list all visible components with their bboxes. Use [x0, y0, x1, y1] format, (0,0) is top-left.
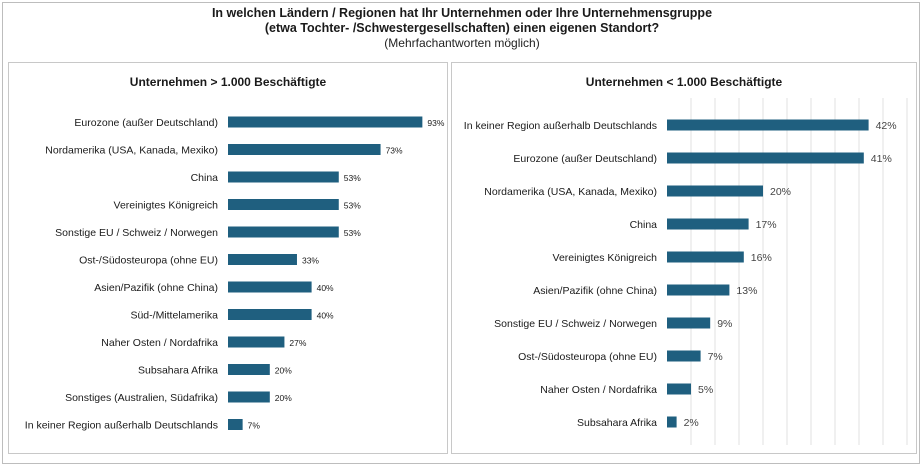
category-label: China: [630, 219, 658, 231]
bar: [228, 419, 243, 430]
value-label: 41%: [871, 153, 892, 165]
value-label: 93%: [427, 118, 444, 128]
value-label: 2%: [684, 417, 699, 429]
value-label: 7%: [248, 421, 261, 431]
bar: [228, 309, 312, 320]
category-label: Asien/Pazifik (ohne China): [533, 285, 657, 297]
panel-title-large-companies: Unternehmen > 1.000 Beschäftigte: [129, 75, 327, 89]
bar: [667, 251, 744, 263]
value-label: 17%: [756, 219, 777, 231]
value-label: 20%: [275, 366, 292, 376]
value-label: 33%: [302, 256, 319, 266]
category-label: Subsahara Afrika: [138, 365, 218, 377]
category-label: Sonstige EU / Schweiz / Norwegen: [494, 318, 657, 330]
value-label: 40%: [317, 311, 334, 321]
category-label: Vereinigtes Königreich: [553, 252, 658, 264]
chart-header: In welchen Ländern / Regionen hat Ihr Un…: [0, 6, 924, 51]
category-label: In keiner Region außerhalb Deutschlands: [25, 420, 218, 432]
value-label: 40%: [317, 283, 334, 293]
category-label: Ost-/Südosteuropa (ohne EU): [79, 255, 218, 267]
bar: [228, 281, 312, 293]
bar: [667, 383, 691, 395]
value-label: 27%: [289, 338, 306, 348]
category-label: Subsahara Afrika: [577, 417, 657, 429]
category-label: Sonstiges (Australien, Südafrika): [65, 392, 218, 404]
panel-small-companies: Unternehmen < 1.000 Beschäftigte In kein…: [451, 62, 917, 454]
value-label: 42%: [876, 120, 897, 132]
chart-title-line-2: (etwa Tochter- /Schwestergesellschaften)…: [264, 21, 660, 35]
value-label: 73%: [386, 146, 403, 156]
category-label: Naher Osten / Nordafrika: [101, 337, 218, 349]
bar: [667, 350, 701, 362]
value-label: 53%: [344, 173, 361, 183]
category-label: Süd-/Mittelamerika: [130, 310, 218, 322]
category-label: Vereinigtes Königreich: [114, 200, 219, 212]
value-label: 53%: [344, 228, 361, 238]
category-label: Nordamerika (USA, Kanada, Mexiko): [45, 145, 218, 157]
bar: [228, 116, 423, 128]
value-label: 16%: [751, 252, 772, 264]
category-label: China: [191, 172, 219, 184]
bar: [228, 391, 270, 403]
value-label: 5%: [698, 384, 713, 396]
chart-subtitle: (Mehrfachantworten möglich): [384, 36, 540, 50]
value-label: 20%: [275, 393, 292, 403]
bar-chart-small-companies: In keiner Region außerhalb Deutschlands 4…: [464, 98, 908, 445]
category-label: Asien/Pazifik (ohne China): [94, 282, 218, 294]
category-label: In keiner Region außerhalb Deutschlands: [464, 120, 657, 132]
bar: [228, 171, 339, 183]
bar: [228, 199, 339, 210]
category-label: Ost-/Südosteuropa (ohne EU): [518, 351, 657, 363]
panel-large-companies: Unternehmen > 1.000 Beschäftigte Eurozon…: [8, 62, 448, 454]
bar: [667, 218, 749, 230]
value-label: 13%: [736, 285, 757, 297]
bar: [667, 284, 730, 296]
bar: [228, 364, 270, 375]
bar: [228, 144, 381, 155]
value-label: 7%: [708, 351, 723, 363]
bar: [228, 226, 339, 238]
panel-title-small-companies: Unternehmen < 1.000 Beschäftigte: [585, 75, 783, 89]
bar: [228, 254, 297, 265]
bar: [667, 185, 763, 197]
category-label: Eurozone (außer Deutschland): [74, 117, 218, 129]
bar-chart-large-companies: Eurozone (außer Deutschland) 93% Nordameri…: [25, 116, 445, 432]
category-label: Sonstige EU / Schweiz / Norwegen: [55, 227, 218, 239]
bar: [228, 336, 285, 348]
chart-title-line-1: In welchen Ländern / Regionen hat Ihr Un…: [211, 6, 713, 20]
bar: [667, 152, 864, 164]
value-label: 9%: [717, 318, 732, 330]
value-label: 20%: [770, 186, 791, 198]
category-label: Nordamerika (USA, Kanada, Mexiko): [484, 186, 657, 198]
category-label: Naher Osten / Nordafrika: [540, 384, 657, 396]
bar: [667, 119, 869, 131]
category-label: Eurozone (außer Deutschland): [513, 153, 657, 165]
bar: [667, 317, 711, 329]
value-label: 53%: [344, 201, 361, 211]
bar: [667, 416, 677, 428]
